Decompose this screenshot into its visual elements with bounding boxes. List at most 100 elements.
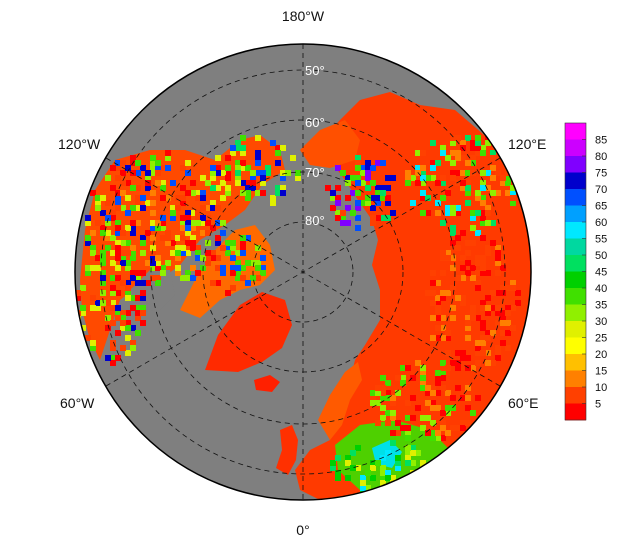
data-cell bbox=[110, 235, 116, 241]
data-cell bbox=[165, 195, 171, 201]
data-cell bbox=[450, 225, 456, 231]
data-cell bbox=[400, 375, 406, 381]
data-cell bbox=[90, 190, 96, 196]
lat-label-60: 60° bbox=[305, 115, 325, 130]
data-cell bbox=[475, 285, 481, 291]
data-cell bbox=[455, 245, 461, 251]
data-cell bbox=[190, 245, 196, 251]
data-cell bbox=[350, 210, 356, 216]
lat-label-50: 50° bbox=[305, 63, 325, 78]
data-cell bbox=[140, 270, 146, 276]
data-cell bbox=[155, 170, 161, 176]
data-cell bbox=[125, 260, 131, 266]
data-cell bbox=[480, 335, 486, 341]
data-cell bbox=[155, 160, 161, 166]
data-cell bbox=[405, 485, 411, 491]
data-cell bbox=[365, 185, 371, 191]
data-cell bbox=[515, 300, 521, 306]
data-cell bbox=[500, 175, 506, 181]
data-cell bbox=[450, 140, 456, 146]
data-cell bbox=[465, 325, 471, 331]
data-cell bbox=[140, 310, 146, 316]
data-cell bbox=[225, 290, 231, 296]
data-cell bbox=[385, 470, 391, 476]
data-cell bbox=[370, 205, 376, 211]
data-cell bbox=[410, 450, 416, 456]
data-cell bbox=[440, 360, 446, 366]
data-cell bbox=[425, 210, 431, 216]
data-cell bbox=[505, 320, 511, 326]
data-cell bbox=[130, 155, 136, 161]
data-cell bbox=[465, 355, 471, 361]
data-cell bbox=[230, 150, 236, 156]
data-cell bbox=[265, 170, 271, 176]
data-cell bbox=[390, 430, 396, 436]
data-cell bbox=[345, 195, 351, 201]
data-cell bbox=[465, 170, 471, 176]
data-cell bbox=[460, 265, 466, 271]
data-cell bbox=[150, 265, 156, 271]
data-cell bbox=[470, 215, 476, 221]
data-cell bbox=[450, 305, 456, 311]
data-cell bbox=[280, 145, 286, 151]
data-cell bbox=[430, 420, 436, 426]
data-cell bbox=[500, 265, 506, 271]
data-cell bbox=[430, 280, 436, 286]
data-cell bbox=[165, 240, 171, 246]
data-cell bbox=[395, 460, 401, 466]
data-cell bbox=[285, 170, 291, 176]
data-cell bbox=[405, 435, 411, 441]
data-cell bbox=[480, 305, 486, 311]
data-cell bbox=[110, 260, 116, 266]
data-cell bbox=[240, 145, 246, 151]
data-cell bbox=[125, 265, 131, 271]
data-cell bbox=[390, 210, 396, 216]
data-cell bbox=[420, 475, 426, 481]
data-cell bbox=[475, 395, 481, 401]
data-cell bbox=[450, 360, 456, 366]
data-cell bbox=[450, 175, 456, 181]
data-cell bbox=[245, 185, 251, 191]
data-cell bbox=[345, 455, 351, 461]
colorbar-segment bbox=[565, 304, 586, 322]
data-cell bbox=[195, 250, 201, 256]
data-cell bbox=[435, 370, 441, 376]
colorbar-tick-label: 65 bbox=[595, 201, 607, 213]
data-cell bbox=[410, 415, 416, 421]
data-cell bbox=[495, 245, 501, 251]
data-cell bbox=[430, 300, 436, 306]
data-cell bbox=[485, 310, 491, 316]
data-cell bbox=[445, 365, 451, 371]
data-cell bbox=[475, 135, 481, 141]
colorbar-segment bbox=[565, 222, 586, 239]
data-cell bbox=[360, 200, 366, 206]
data-cell bbox=[440, 255, 446, 261]
data-cell bbox=[495, 270, 501, 276]
data-cell bbox=[200, 190, 206, 196]
data-cell bbox=[485, 270, 491, 276]
data-cell bbox=[465, 135, 471, 141]
data-cell bbox=[365, 195, 371, 201]
data-cell bbox=[220, 170, 226, 176]
data-cell bbox=[465, 190, 471, 196]
data-cell bbox=[485, 245, 491, 251]
data-cell bbox=[465, 200, 471, 206]
data-cell bbox=[205, 250, 211, 256]
data-cell bbox=[230, 270, 236, 276]
data-cell bbox=[355, 445, 361, 451]
data-cell bbox=[240, 160, 246, 166]
data-cell bbox=[470, 275, 476, 281]
data-cell bbox=[445, 430, 451, 436]
data-cell bbox=[360, 485, 366, 491]
colorbar-tick-label: 5 bbox=[595, 399, 601, 411]
data-cell bbox=[500, 255, 506, 261]
data-cell bbox=[420, 150, 426, 156]
data-cell bbox=[240, 235, 246, 241]
data-cell bbox=[135, 280, 141, 286]
data-cell bbox=[135, 160, 141, 166]
data-cell bbox=[480, 265, 486, 271]
data-cell bbox=[115, 205, 121, 211]
data-cell bbox=[385, 380, 391, 386]
data-cell bbox=[460, 395, 466, 401]
